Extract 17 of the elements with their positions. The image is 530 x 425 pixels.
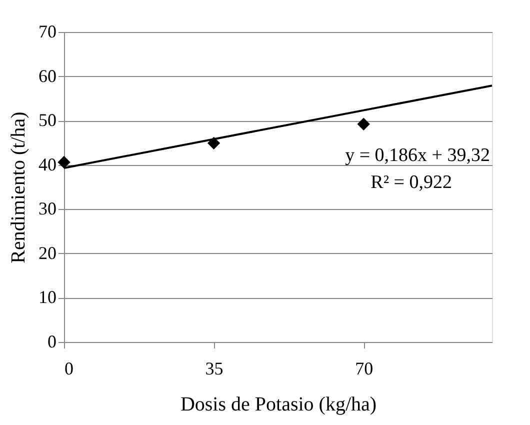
- annotation: R² = 0,922: [370, 172, 452, 193]
- x-tick-label: 0: [64, 358, 74, 378]
- x-axis-title: Dosis de Potasio (kg/ha): [180, 394, 377, 416]
- x-tick-label: 70: [355, 358, 374, 378]
- point: [357, 118, 370, 130]
- y-tick-label: 0: [48, 332, 56, 352]
- y-tick-label: 40: [38, 154, 56, 174]
- y-tick-label: 70: [38, 22, 56, 42]
- x-tick-label: 35: [205, 358, 224, 378]
- point: [58, 156, 70, 169]
- y-tick-label: 60: [38, 66, 56, 86]
- y-tick-label: 20: [38, 242, 56, 263]
- y-axis-title: Rendimiento (t/ha): [8, 112, 30, 264]
- annotation: y = 0,186x + 39,32: [345, 145, 490, 166]
- y-tick-label: 30: [38, 198, 56, 219]
- y-tick-label: 50: [38, 110, 56, 130]
- y-tick-label: 10: [38, 287, 56, 308]
